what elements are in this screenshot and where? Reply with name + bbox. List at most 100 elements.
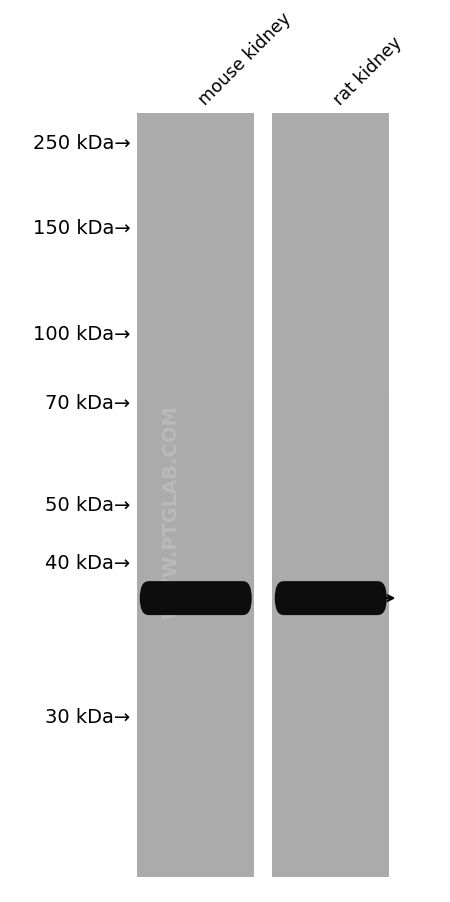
Text: rat kidney: rat kidney bbox=[331, 34, 406, 109]
Bar bbox=[272, 762, 389, 775]
Bar bbox=[137, 355, 254, 368]
Bar bbox=[137, 381, 254, 393]
Bar bbox=[137, 241, 254, 253]
Bar bbox=[137, 114, 254, 877]
Bar bbox=[137, 253, 254, 266]
Bar bbox=[272, 266, 389, 279]
Bar bbox=[272, 126, 389, 139]
Bar bbox=[272, 343, 389, 355]
Bar bbox=[272, 470, 389, 483]
Bar bbox=[272, 686, 389, 698]
Bar bbox=[137, 622, 254, 635]
Text: 70 kDa→: 70 kDa→ bbox=[45, 394, 130, 413]
Bar bbox=[272, 317, 389, 329]
Bar bbox=[272, 520, 389, 533]
Bar bbox=[137, 329, 254, 343]
Bar bbox=[272, 253, 389, 266]
FancyBboxPatch shape bbox=[140, 582, 252, 615]
Text: 150 kDa→: 150 kDa→ bbox=[33, 218, 130, 237]
Bar bbox=[272, 750, 389, 762]
Bar bbox=[137, 533, 254, 546]
Bar bbox=[137, 686, 254, 698]
Bar bbox=[272, 508, 389, 520]
Bar bbox=[272, 597, 389, 610]
Bar bbox=[137, 266, 254, 279]
Bar bbox=[137, 825, 254, 838]
Bar bbox=[272, 622, 389, 635]
Bar bbox=[137, 558, 254, 571]
Bar bbox=[137, 698, 254, 711]
Bar bbox=[137, 648, 254, 660]
Bar bbox=[272, 291, 389, 304]
Bar bbox=[272, 164, 389, 177]
Bar bbox=[137, 114, 254, 126]
Text: 30 kDa→: 30 kDa→ bbox=[45, 708, 130, 727]
Bar bbox=[137, 520, 254, 533]
Bar bbox=[137, 368, 254, 381]
Text: 250 kDa→: 250 kDa→ bbox=[33, 133, 130, 152]
Bar bbox=[272, 152, 389, 164]
Bar bbox=[272, 825, 389, 838]
Bar bbox=[137, 444, 254, 456]
Bar bbox=[137, 775, 254, 787]
Bar bbox=[272, 329, 389, 343]
Bar bbox=[272, 241, 389, 253]
Bar bbox=[272, 648, 389, 660]
Bar bbox=[272, 177, 389, 189]
Text: WWW.PTGLAB.COM: WWW.PTGLAB.COM bbox=[162, 405, 180, 619]
Bar bbox=[272, 114, 389, 126]
Bar bbox=[272, 216, 389, 228]
Bar bbox=[272, 571, 389, 584]
Bar bbox=[137, 660, 254, 673]
Bar bbox=[272, 419, 389, 431]
Bar bbox=[137, 419, 254, 431]
Bar bbox=[272, 635, 389, 648]
Bar bbox=[137, 838, 254, 851]
Bar bbox=[272, 483, 389, 495]
Bar bbox=[272, 800, 389, 813]
Bar bbox=[137, 584, 254, 597]
Bar bbox=[272, 698, 389, 711]
Bar bbox=[272, 558, 389, 571]
Bar bbox=[272, 456, 389, 470]
Bar bbox=[137, 291, 254, 304]
Bar bbox=[272, 584, 389, 597]
Bar bbox=[272, 864, 389, 877]
Bar bbox=[137, 343, 254, 355]
Bar bbox=[137, 317, 254, 329]
Bar bbox=[137, 470, 254, 483]
Bar bbox=[272, 431, 389, 444]
Bar bbox=[272, 813, 389, 825]
Bar bbox=[272, 610, 389, 622]
Bar bbox=[137, 304, 254, 317]
Bar bbox=[137, 279, 254, 291]
Bar bbox=[137, 126, 254, 139]
Bar bbox=[137, 610, 254, 622]
Bar bbox=[137, 152, 254, 164]
Bar bbox=[272, 393, 389, 406]
Bar bbox=[137, 216, 254, 228]
Bar bbox=[272, 368, 389, 381]
Bar bbox=[137, 813, 254, 825]
Bar bbox=[137, 851, 254, 864]
Bar bbox=[137, 711, 254, 724]
Bar bbox=[137, 800, 254, 813]
Bar bbox=[137, 177, 254, 189]
Bar bbox=[137, 787, 254, 800]
Bar bbox=[272, 406, 389, 419]
Bar bbox=[272, 711, 389, 724]
Bar bbox=[272, 724, 389, 737]
Bar bbox=[272, 533, 389, 546]
Bar bbox=[272, 444, 389, 456]
Bar bbox=[137, 673, 254, 686]
Bar bbox=[272, 546, 389, 558]
Text: 40 kDa→: 40 kDa→ bbox=[45, 553, 130, 573]
Bar bbox=[137, 724, 254, 737]
Bar bbox=[137, 431, 254, 444]
Bar bbox=[272, 660, 389, 673]
Bar bbox=[272, 737, 389, 750]
Bar bbox=[272, 775, 389, 787]
Bar bbox=[137, 483, 254, 495]
Text: 100 kDa→: 100 kDa→ bbox=[33, 325, 130, 344]
Bar bbox=[272, 838, 389, 851]
